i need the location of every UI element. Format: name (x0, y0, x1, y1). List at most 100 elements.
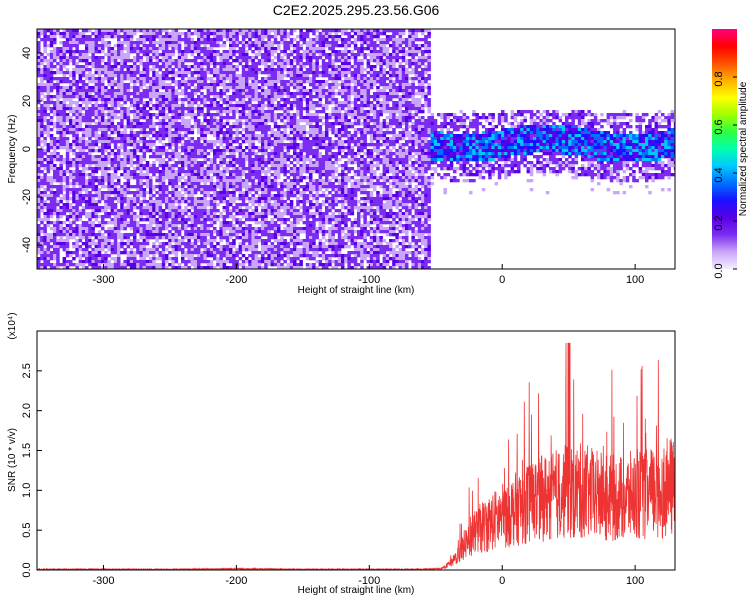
spectrogram-cell (123, 131, 127, 135)
spectrogram-cell (197, 44, 201, 48)
spectrogram-cell (94, 218, 99, 222)
spectrogram-cell (273, 50, 278, 54)
spectrogram-cell (264, 92, 268, 96)
spectrogram-cell (177, 218, 182, 222)
spectrogram-cell (85, 155, 89, 159)
spectrogram-cell (161, 47, 166, 51)
spectrogram-cell (101, 170, 105, 174)
spectrogram-cell (78, 95, 83, 99)
spectrogram-cell (37, 230, 41, 234)
spectrogram-cell (133, 68, 137, 72)
spectrogram-cell (53, 29, 57, 33)
spectrogram-cell (174, 176, 179, 180)
spectrogram-cell (168, 257, 172, 261)
spectrogram-cell (49, 56, 54, 60)
spectrogram-cell (273, 56, 278, 60)
spectrogram-cell (174, 116, 179, 120)
spectrogram-cell (46, 149, 51, 153)
spectrogram-cell (197, 137, 201, 141)
spectrogram-cell (193, 101, 198, 105)
spectrogram-cell (216, 191, 220, 195)
spectrogram-cell (78, 245, 83, 249)
spectrogram-cell (213, 29, 217, 33)
spectrogram-cell (174, 182, 179, 186)
spectrogram-cell (97, 59, 102, 63)
spectrogram-cell (251, 152, 255, 156)
spectrogram-cell (219, 155, 223, 159)
spectrogram-cell (203, 203, 207, 207)
spectrogram-cell (219, 98, 223, 102)
spectrogram-cell (78, 128, 83, 132)
spectrogram-cell (241, 89, 246, 93)
spectrogram-cell (235, 212, 239, 216)
spectrogram-cell (273, 122, 278, 126)
spectrogram-cell (56, 212, 60, 216)
spectrogram-cell (229, 134, 233, 138)
spectrogram-cell (168, 146, 172, 150)
spectrogram-cell (142, 152, 147, 156)
spectrogram-cell (181, 56, 185, 60)
spectrogram-cell (120, 164, 124, 168)
spectrogram-cell (267, 236, 271, 240)
spectrogram-cell (78, 110, 83, 114)
spectrogram-cell (270, 107, 275, 111)
spectrogram-cell (229, 224, 233, 228)
spectrogram-cell (200, 98, 204, 102)
spectrogram-cell (59, 173, 63, 177)
spectrogram-cell (174, 29, 179, 33)
spectrogram-cell (81, 194, 86, 198)
spectrogram-cell (200, 212, 204, 216)
spectrogram-cell (149, 221, 153, 225)
spectrogram-cell (168, 230, 172, 234)
spectrogram-cell (187, 35, 191, 39)
spectrogram-cell (206, 110, 211, 114)
spectrogram-cell (206, 239, 211, 243)
spectrogram-cell (177, 221, 182, 225)
spectrogram-cell (261, 215, 265, 219)
spectrogram-cell (49, 59, 54, 63)
spectrogram-cell (158, 263, 163, 267)
spectrogram-cell (270, 116, 275, 120)
spectrogram-cell (158, 92, 163, 96)
spectrogram-cell (277, 152, 281, 156)
spectrogram-cell (149, 47, 153, 51)
spectrogram-cell (200, 242, 204, 246)
spectrogram-cell (245, 92, 249, 96)
spectrogram-cell (261, 56, 265, 60)
spectrogram-cell (168, 158, 172, 162)
spectrogram-cell (197, 161, 201, 165)
spectrogram-cell (219, 173, 223, 177)
spectrogram-cell (149, 194, 153, 198)
spectrogram-cell (101, 71, 105, 75)
spectrogram-cell (149, 98, 153, 102)
spectrogram-cell (222, 218, 227, 222)
spectrogram-cell (171, 263, 175, 267)
spectrogram-cell (101, 152, 105, 156)
spectrogram-cell (101, 173, 105, 177)
spectrogram-cell (129, 227, 134, 231)
spectrogram-cell (238, 179, 243, 183)
spectrogram-cell (107, 41, 111, 45)
spectrogram-cell (81, 152, 86, 156)
spectrogram-cell (165, 188, 169, 192)
spectrogram-cell (120, 122, 124, 126)
spectrogram-cell (219, 263, 223, 267)
spectrogram-cell (171, 125, 175, 129)
spectrogram-cell (206, 164, 211, 168)
spectrogram-cell (40, 83, 44, 87)
spectrogram-cell (46, 206, 51, 210)
spectrogram-cell (46, 122, 51, 126)
spectrogram-cell (43, 56, 47, 60)
spectrogram-cell (37, 197, 41, 201)
spectrogram-cell (264, 41, 268, 45)
spectrogram-cell (168, 140, 172, 144)
spectrogram-cell (225, 35, 230, 39)
spectrogram-cell (85, 113, 89, 117)
spectrogram-cell (94, 89, 99, 93)
spectrogram-cell (225, 68, 230, 72)
spectrogram-cell (46, 83, 51, 87)
spectrogram-cell (161, 101, 166, 105)
spectrogram-cell (49, 221, 54, 225)
spectrogram-cell (88, 77, 92, 81)
spectrogram-cell (113, 98, 118, 102)
